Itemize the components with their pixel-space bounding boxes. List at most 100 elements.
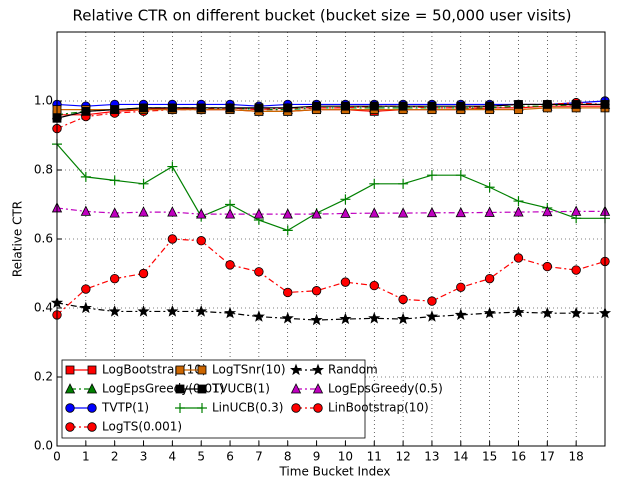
point	[109, 207, 120, 218]
point	[81, 106, 91, 116]
point	[166, 305, 179, 317]
point	[138, 268, 149, 279]
legend-label: LogTSnr(10)	[212, 363, 286, 377]
point	[310, 313, 323, 326]
series-line	[56, 143, 605, 232]
point	[225, 260, 235, 270]
point	[397, 312, 410, 325]
series-line	[56, 207, 605, 215]
point	[426, 206, 438, 218]
legend-label: LinBootstrap(10)	[328, 401, 429, 415]
point	[224, 306, 237, 319]
point	[398, 294, 408, 305]
point	[224, 208, 236, 219]
series-line	[56, 238, 606, 316]
legend-marker	[175, 384, 185, 394]
x-tick-label: 11	[367, 450, 382, 464]
point	[139, 103, 148, 113]
series-line	[56, 103, 605, 116]
point	[340, 207, 351, 218]
point	[454, 308, 467, 321]
point	[456, 282, 466, 293]
legend-marker	[313, 403, 323, 413]
legend-marker	[175, 403, 185, 413]
point	[368, 312, 381, 324]
point	[138, 206, 149, 217]
point	[137, 305, 150, 317]
y-tick-label: 0.8	[34, 163, 53, 177]
point	[340, 194, 351, 205]
x-tick-label: 12	[395, 450, 410, 464]
point	[398, 101, 408, 111]
legend-label: TVUCB(1)	[211, 382, 270, 396]
point	[456, 101, 466, 111]
x-tick-label: 6	[226, 450, 234, 464]
x-tick-label: 0	[53, 450, 61, 464]
x-tick-label: 16	[511, 450, 526, 464]
point	[340, 277, 351, 287]
point	[369, 178, 380, 189]
x-tick-label: 9	[313, 450, 321, 464]
point	[283, 287, 293, 298]
legend-marker	[197, 403, 207, 413]
point	[196, 208, 207, 219]
point	[397, 207, 409, 218]
series	[50, 296, 612, 326]
point	[225, 103, 235, 113]
x-tick-label: 15	[482, 450, 497, 464]
point	[341, 101, 350, 111]
point	[426, 170, 437, 181]
y-tick-label: 0.0	[34, 439, 53, 453]
point	[110, 105, 120, 115]
point	[570, 306, 583, 319]
point	[542, 205, 553, 217]
legend-label: Random	[328, 363, 378, 377]
x-tick-label: 3	[140, 450, 148, 464]
legend-marker	[87, 422, 97, 432]
legend-marker	[65, 365, 75, 375]
point	[427, 296, 437, 306]
legend-marker	[197, 384, 207, 394]
point	[541, 306, 554, 319]
x-tick-label: 8	[284, 450, 292, 464]
point	[455, 170, 466, 181]
point	[369, 207, 380, 218]
point	[484, 206, 495, 217]
legend-marker	[87, 365, 97, 375]
point	[79, 301, 92, 314]
point	[513, 206, 524, 217]
point	[108, 305, 121, 317]
legend-marker	[290, 383, 302, 394]
point	[282, 208, 293, 219]
point	[138, 178, 149, 189]
point	[167, 103, 177, 113]
x-tick-label: 14	[453, 450, 468, 464]
legend-marker	[65, 422, 75, 432]
legend-marker	[197, 365, 207, 375]
y-axis-label: Relative CTR	[11, 201, 25, 277]
series	[52, 139, 610, 236]
x-tick-label: 10	[338, 450, 353, 464]
x-tick-label: 2	[111, 450, 119, 464]
y-tick-label: 0.4	[34, 301, 53, 315]
point	[513, 253, 524, 263]
point	[513, 196, 524, 207]
point	[484, 273, 495, 284]
legend-box	[61, 359, 366, 439]
point	[80, 205, 91, 216]
point	[109, 273, 120, 284]
point	[311, 208, 322, 219]
x-tick-label: 5	[197, 450, 205, 464]
legend-label: LogEpsGreedy(0.5)	[328, 382, 443, 396]
point	[281, 312, 294, 324]
point	[252, 310, 265, 322]
legend-marker	[291, 403, 301, 413]
y-tick-label: 0.6	[34, 232, 53, 246]
x-tick-label: 4	[169, 450, 177, 464]
legend-marker	[86, 383, 98, 394]
x-tick-label: 1	[82, 450, 90, 464]
series-line	[56, 302, 605, 321]
point	[225, 199, 236, 210]
point	[196, 236, 206, 246]
